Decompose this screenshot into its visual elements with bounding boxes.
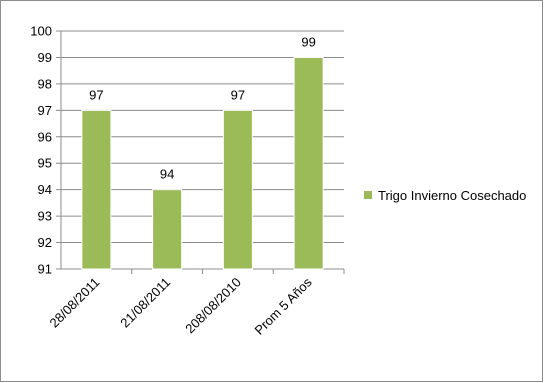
y-tick-label: 93 (38, 209, 52, 224)
y-tick-label: 92 (38, 235, 52, 250)
data-labels: 97 94 97 99 (89, 34, 316, 181)
bars (81, 56, 324, 270)
y-tick-label: 97 (38, 103, 52, 118)
data-label: 97 (231, 87, 245, 102)
y-tick-label: 95 (38, 156, 52, 171)
y-tick-labels: 91 92 93 94 95 96 97 98 99 100 (30, 24, 52, 277)
bar (81, 109, 112, 270)
data-label: 97 (89, 87, 103, 102)
category-labels: 28/08/2011 21/08/2011 208/08/2010 Prom 5 Añ… (47, 274, 316, 338)
category-label: 28/08/2011 (47, 275, 103, 331)
category-label: 21/08/2011 (117, 275, 173, 331)
bar (293, 56, 324, 270)
category-label: 208/08/2010 (182, 275, 244, 337)
y-tick-label: 94 (38, 182, 52, 197)
y-tick-label: 91 (38, 262, 52, 277)
data-label: 99 (301, 34, 315, 49)
legend-swatch (364, 191, 372, 199)
category-label: Prom 5 Años (252, 274, 316, 338)
y-tick-label: 99 (38, 50, 52, 65)
y-tick-label: 96 (38, 129, 52, 144)
bar (222, 109, 253, 270)
y-tick-label: 98 (38, 76, 52, 91)
data-label: 94 (160, 167, 174, 182)
y-tick-label: 100 (30, 24, 52, 39)
legend: Trigo Invierno Cosechado (364, 188, 526, 203)
bar (152, 189, 183, 270)
legend-label: Trigo Invierno Cosechado (378, 188, 526, 203)
